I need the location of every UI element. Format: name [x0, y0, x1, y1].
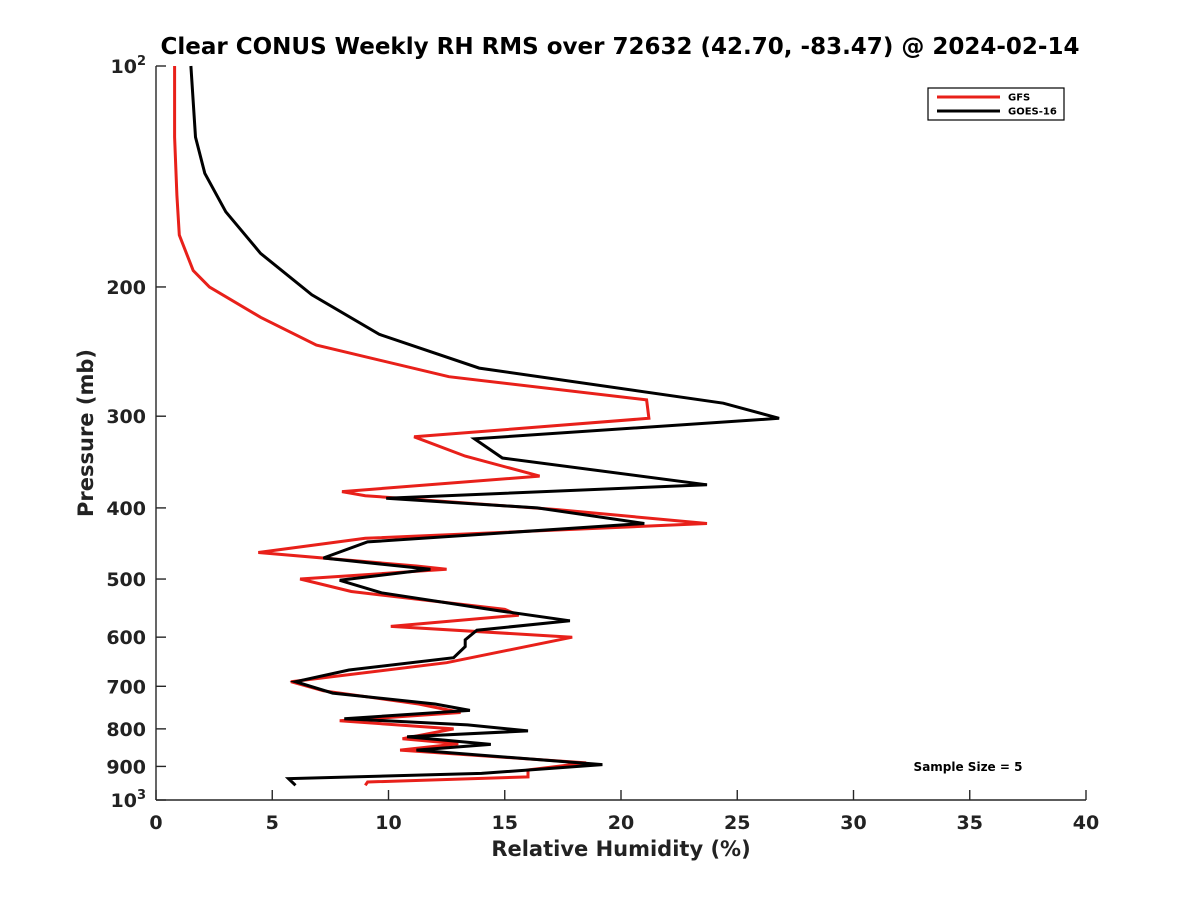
y-tick-label: 700 [106, 676, 146, 698]
legend: GFS GOES-16 [927, 87, 1065, 121]
x-tick-label: 10 [375, 812, 401, 834]
x-tick-label: 40 [1073, 812, 1099, 834]
y-tick-label: 300 [106, 406, 146, 428]
chart-title: Clear CONUS Weekly RH RMS over 72632 (42… [161, 34, 1080, 60]
x-tick-label: 25 [724, 812, 750, 834]
x-tick-label: 0 [149, 812, 162, 834]
x-tick-label: 20 [608, 812, 634, 834]
x-tick-label: 5 [266, 812, 279, 834]
x-tick-label: 35 [957, 812, 983, 834]
x-tick-label: 15 [492, 812, 518, 834]
legend-label-gfs: GFS [1008, 93, 1030, 104]
legend-label-goes16: GOES-16 [1008, 107, 1057, 118]
y-tick-label: 500 [106, 569, 146, 591]
x-axis-label: Relative Humidity (%) [491, 837, 750, 861]
y-tick-label: 102 [111, 54, 147, 78]
sample-size-annotation: Sample Size = 5 [914, 760, 1023, 774]
y-tick-label: 900 [106, 756, 146, 778]
y-tick-label: 600 [106, 627, 146, 649]
series-line-gfs [173, 66, 708, 787]
legend-box [927, 87, 1065, 121]
y-tick-label: 200 [106, 277, 146, 299]
x-tick-label: 30 [840, 812, 866, 834]
y-tick-label: 103 [111, 788, 147, 812]
y-tick-label: 400 [106, 498, 146, 520]
series-layer [173, 65, 780, 787]
axes-layer: 0 5 10 15 20 25 30 35 40 102 200 300 400 500 600 700 800… [106, 54, 1099, 834]
y-axis-label: Pressure (mb) [74, 349, 98, 517]
y-tick-label: 800 [106, 719, 146, 741]
series-line-goes16 [189, 65, 780, 787]
